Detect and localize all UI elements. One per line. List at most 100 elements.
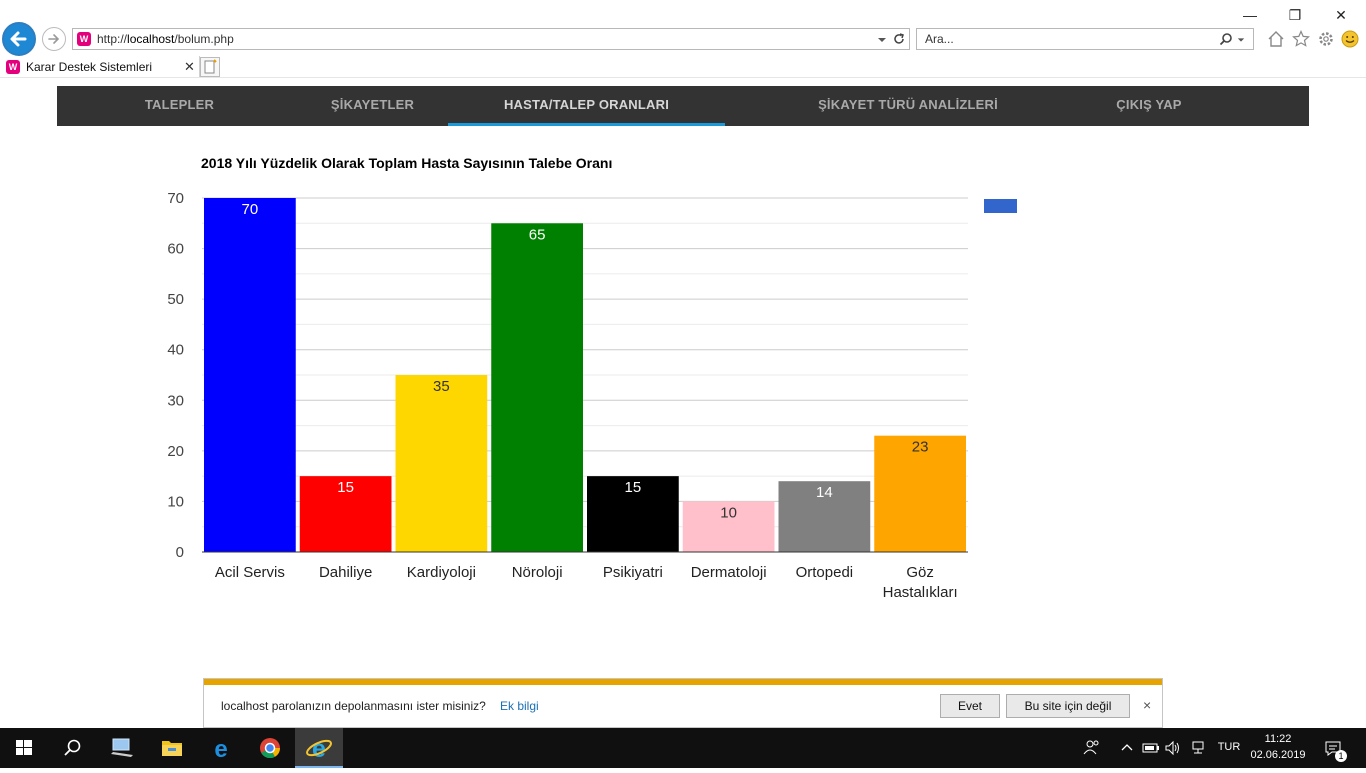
bar-value-label: 10 — [720, 504, 737, 521]
bar — [587, 476, 679, 552]
bar — [874, 435, 966, 552]
taskbar-network-app[interactable] — [98, 728, 146, 768]
notification-badge: 1 — [1335, 750, 1347, 762]
internet-explorer-icon: e — [306, 735, 332, 763]
dropdown-icon[interactable] — [877, 35, 887, 45]
address-text: http://localhost/bolum.php — [97, 32, 234, 46]
password-bar-close-icon[interactable]: × — [1143, 697, 1152, 713]
y-tick-label: 20 — [167, 443, 184, 460]
y-tick-label: 0 — [176, 544, 184, 561]
forward-arrow-icon — [48, 34, 60, 44]
password-bar-accent — [204, 679, 1162, 685]
windows-start-icon — [16, 740, 32, 755]
refresh-icon[interactable] — [892, 32, 906, 46]
nav-talepler[interactable]: TALEPLER — [144, 97, 215, 112]
edge-icon: e — [214, 736, 227, 763]
x-tick-label: Nöroloji — [512, 564, 563, 581]
taskbar-search-button[interactable] — [48, 728, 96, 768]
search-box[interactable]: Ara... — [916, 28, 1254, 50]
bar-value-label: 35 — [433, 378, 450, 395]
back-button[interactable] — [2, 22, 36, 56]
password-bar-message: localhost parolanızın depolanmasını iste… — [221, 699, 486, 713]
bar-value-label: 15 — [337, 479, 354, 496]
nav-sikayet-turu-analizleri[interactable]: ŞİKAYET TÜRÜ ANALİZLERİ — [818, 97, 998, 112]
settings-gear-icon[interactable] — [1317, 30, 1335, 48]
volume-icon[interactable] — [1164, 740, 1182, 756]
tab-favicon-icon: W — [6, 60, 20, 74]
main-navbar: TALEPLER ŞİKAYETLER HASTA/TALEP ORANLARI… — [57, 86, 1309, 126]
chrome-icon — [260, 738, 281, 759]
input-language[interactable]: TUR — [1217, 741, 1241, 753]
minimize-button[interactable]: — — [1243, 7, 1257, 23]
bar — [491, 223, 583, 552]
bar-value-label: 14 — [816, 484, 833, 501]
bar — [395, 375, 488, 552]
y-tick-label: 40 — [167, 342, 184, 359]
network-computer-icon — [111, 738, 133, 757]
battery-icon[interactable] — [1142, 741, 1160, 755]
chart-title: 2018 Yılı Yüzdelik Olarak Toplam Hasta S… — [201, 155, 613, 171]
bar — [778, 481, 871, 552]
smiley-feedback-icon[interactable] — [1341, 30, 1359, 48]
svg-text:e: e — [312, 735, 326, 763]
bar-value-label: 15 — [625, 479, 642, 496]
address-bar[interactable]: W http://localhost/bolum.php — [72, 28, 910, 50]
taskbar-edge[interactable]: e — [197, 728, 245, 768]
svg-text:e: e — [214, 736, 227, 763]
y-tick-label: 60 — [167, 241, 184, 258]
close-window-button[interactable]: ✕ — [1335, 7, 1347, 23]
bar-chart: 0 10 20 30 40 50 60 70 70 Acil Servis 15 Dahiliye 35… — [167, 190, 1017, 601]
y-tick-label: 10 — [167, 493, 184, 510]
tab-close-icon[interactable]: ✕ — [184, 59, 195, 74]
clock-time[interactable]: 11:22 — [1264, 733, 1292, 745]
notification-icon — [1325, 741, 1341, 756]
favorites-star-icon[interactable] — [1292, 30, 1310, 48]
new-tab-button[interactable] — [200, 57, 220, 77]
browser-chrome: — ❐ ✕ W http://localhost/bolum.php Ara..… — [0, 0, 1366, 80]
new-tab-icon — [204, 59, 217, 74]
x-tick-label: Hastalıkları — [883, 584, 958, 601]
nav-sikayetler[interactable]: ŞİKAYETLER — [330, 97, 415, 112]
tab-karar-destek[interactable]: W Karar Destek Sistemleri ✕ — [0, 56, 200, 78]
search-icon[interactable] — [1219, 32, 1233, 46]
active-app-indicator — [295, 766, 343, 768]
x-tick-label: Göz — [906, 564, 934, 581]
nav-hasta-talep-oranlari[interactable]: HASTA/TALEP ORANLARI — [448, 86, 725, 126]
bar-value-label: 23 — [912, 439, 929, 456]
tab-divider — [0, 77, 1366, 78]
bar-value-label: 70 — [242, 201, 259, 218]
taskbar-chrome[interactable] — [246, 728, 294, 768]
more-info-link[interactable]: Ek bilgi — [500, 699, 539, 713]
file-explorer-icon — [162, 741, 182, 756]
bar — [299, 476, 392, 552]
action-center-button[interactable]: 1 — [1318, 736, 1348, 762]
x-tick-label: Psikiyatri — [603, 564, 663, 581]
y-tick-label: 70 — [167, 190, 184, 207]
chevron-up-icon[interactable] — [1120, 741, 1134, 755]
search-icon — [64, 739, 81, 756]
bar — [682, 501, 775, 552]
y-tick-label: 30 — [167, 392, 184, 409]
nav-cikis-yap[interactable]: ÇIKIŞ YAP — [1116, 97, 1182, 112]
restore-button[interactable]: ❐ — [1288, 7, 1302, 23]
search-placeholder: Ara... — [925, 32, 954, 46]
legend-swatch — [984, 199, 1017, 213]
tab-title: Karar Destek Sistemleri — [26, 60, 153, 74]
network-wired-icon[interactable] — [1190, 740, 1206, 756]
taskbar-file-explorer[interactable] — [148, 728, 196, 768]
password-save-bar: localhost parolanızın depolanmasını iste… — [203, 678, 1163, 728]
forward-button[interactable] — [42, 27, 66, 51]
y-tick-label: 50 — [167, 291, 184, 308]
people-icon[interactable] — [1082, 738, 1102, 758]
back-arrow-icon — [10, 31, 27, 47]
save-password-yes-button[interactable]: Evet — [940, 694, 1000, 718]
x-tick-label: Dermatoloji — [691, 564, 767, 581]
bar — [204, 198, 296, 552]
home-icon[interactable] — [1267, 30, 1285, 48]
never-for-this-site-button[interactable]: Bu site için değil — [1006, 694, 1130, 718]
search-dropdown-icon[interactable] — [1237, 36, 1245, 44]
windows-start-button[interactable] — [0, 728, 48, 768]
taskbar-internet-explorer[interactable]: e — [295, 728, 343, 768]
x-tick-label: Dahiliye — [319, 564, 372, 581]
clock-date[interactable]: 02.06.2019 — [1250, 749, 1306, 761]
